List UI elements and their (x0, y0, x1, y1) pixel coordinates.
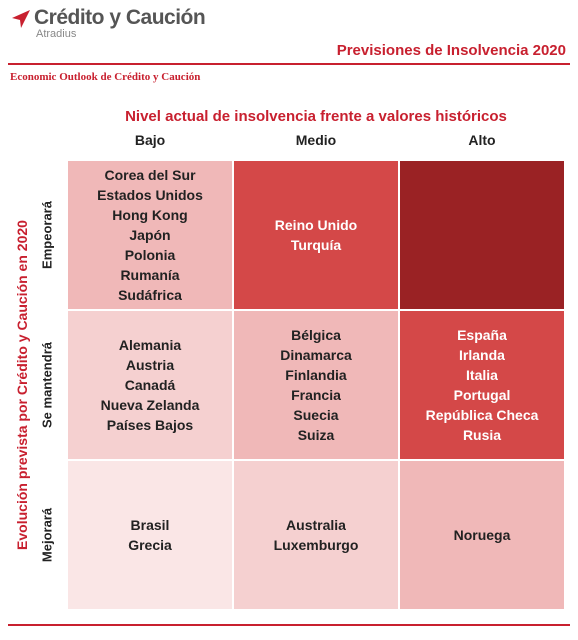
row-label: Se mantendrá (39, 342, 55, 428)
title: Previsiones de Insolvencia 2020 (336, 42, 566, 59)
country: Alemania (118, 337, 182, 353)
matrix-cell: Brasil Grecia (68, 461, 232, 609)
matrix-cell: Noruega (400, 461, 564, 609)
country: Finlandia (285, 367, 347, 383)
country: Canadá (124, 377, 176, 393)
matrix-cell: Corea del Sur Estados Unidos Hong Kong Japó… (68, 161, 232, 309)
column-header: Alto (468, 132, 496, 148)
country: España (457, 327, 507, 343)
country: Grecia (128, 537, 172, 553)
country: República Checa (425, 407, 539, 423)
country: Reino Unido (274, 217, 358, 233)
country: Corea del Sur (104, 167, 196, 183)
row-label: Empeorará (39, 201, 55, 269)
divider (8, 63, 570, 65)
matrix-cell: Alemania Austria Canadá Nueva Zelanda Países… (68, 311, 232, 459)
matrix-cell: Reino Unido Turquía (234, 161, 398, 309)
logo-icon (12, 10, 30, 28)
country: Australia (286, 517, 346, 533)
country: Japón (129, 227, 171, 243)
country: Rusia (462, 427, 502, 443)
country: Suecia (293, 407, 339, 423)
country: Francia (291, 387, 341, 403)
matrix-cell: Australia Luxemburgo (234, 461, 398, 609)
matrix-cell (400, 161, 564, 309)
country: Dinamarca (280, 347, 352, 363)
country: Estados Unidos (97, 187, 203, 203)
country: Bélgica (291, 327, 341, 343)
country: Luxemburgo (273, 537, 359, 553)
country: Nueva Zelanda (100, 397, 200, 413)
matrix-cell: España Irlanda Italia Portugal República Che… (400, 311, 564, 459)
subtitle: Economic Outlook de Crédito y Caución (10, 71, 201, 83)
country: Italia (466, 367, 498, 383)
row-label: Mejorará (39, 507, 55, 563)
matrix-cell: Bélgica Dinamarca Finlandia Francia Suecia Su… (234, 311, 398, 459)
country: Brasil (130, 517, 170, 533)
y-title: Evolución prevista por Crédito y Caución… (14, 220, 30, 550)
subbrand: Atradius (36, 28, 77, 40)
column-header: Bajo (134, 132, 166, 148)
country: Irlanda (459, 347, 505, 363)
country: Suiza (297, 427, 335, 443)
column-header: Medio (295, 132, 337, 148)
country: Rumanía (120, 267, 180, 283)
country: Polonia (124, 247, 176, 263)
country: Turquía (290, 237, 342, 253)
country: Sudáfrica (118, 287, 182, 303)
country: Países Bajos (106, 417, 194, 433)
divider (8, 624, 570, 626)
brand: Crédito y Caución (34, 6, 206, 29)
country: Noruega (453, 527, 511, 543)
country: Portugal (453, 387, 511, 403)
country: Hong Kong (112, 207, 188, 223)
country: Austria (125, 357, 175, 373)
x-title: Nivel actual de insolvencia frente a val… (125, 108, 507, 125)
